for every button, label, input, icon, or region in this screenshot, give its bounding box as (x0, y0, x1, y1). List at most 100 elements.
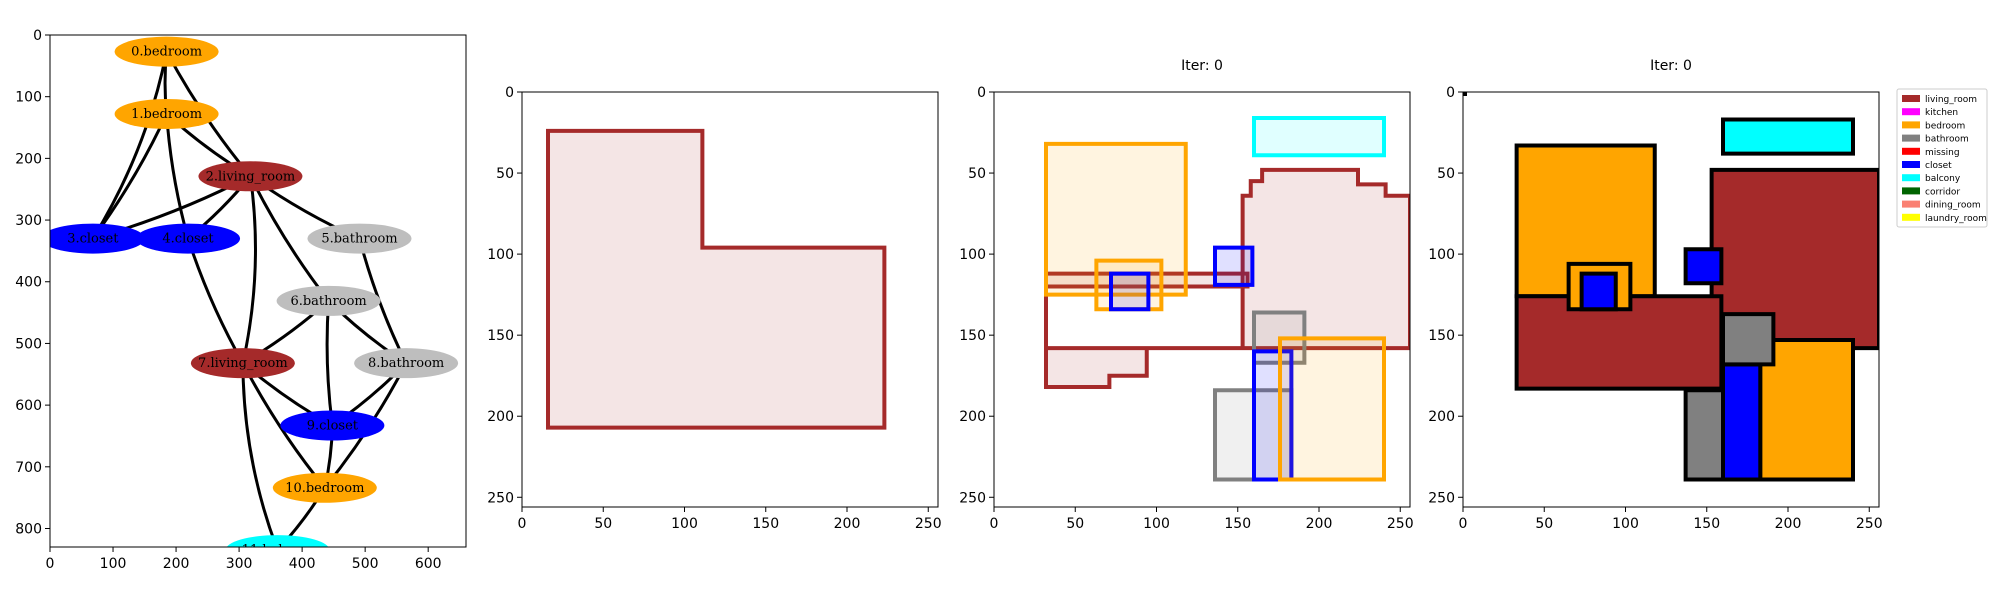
room-closet-3 (1109, 271, 1151, 312)
y-tick-label: 100 (1428, 247, 1455, 263)
x-tick-label: 100 (671, 516, 698, 532)
y-tick-label: 100 (15, 90, 42, 106)
x-tick-label: 50 (1535, 516, 1553, 532)
x-tick-label: 400 (289, 556, 316, 572)
graph-node-2 (198, 161, 303, 192)
x-tick-label: 100 (100, 556, 127, 572)
legend-swatch-dining_room (1902, 200, 1920, 208)
graph-node-label: 3.closet (67, 232, 119, 247)
room-bedroom-1 (1044, 141, 1188, 297)
y-tick-label: 700 (15, 460, 42, 476)
x-tick-label: 250 (1856, 516, 1883, 532)
x-tick-label: 0 (518, 516, 527, 532)
x-tick-label: 150 (1224, 516, 1251, 532)
room-closet-5 (1683, 247, 1724, 286)
plot-area (546, 128, 887, 430)
graph-node-4 (136, 223, 241, 254)
graph-node-label: 9.closet (307, 418, 359, 433)
graph-node-10 (272, 472, 377, 503)
legend-label: closet (1925, 161, 1952, 171)
graph-node-11 (226, 535, 329, 547)
y-tick-label: 800 (15, 521, 42, 537)
room-balcony-6 (1721, 117, 1855, 156)
graph-node-6 (276, 285, 381, 316)
graph-node-label: 11.balcony (242, 543, 314, 558)
legend-swatch-corridor (1902, 187, 1920, 195)
graph-node-7 (190, 348, 295, 379)
room-closet-4 (1213, 245, 1255, 287)
x-tick-label: 200 (163, 556, 190, 572)
graph-node-label: 4.closet (162, 232, 214, 247)
legend-label: bedroom (1925, 121, 1965, 131)
graph-node-label: 0.bedroom (131, 45, 202, 60)
y-tick-label: 0 (977, 85, 986, 101)
y-tick-label: 0 (505, 85, 514, 101)
graph-node-1 (114, 98, 219, 129)
room-graph-panel: 0.bedroom 1.bedroom 2.living_room 3.closet 4… (15, 28, 467, 572)
legend-label: bathroom (1925, 135, 1969, 145)
room-closet-4 (1579, 271, 1618, 312)
y-tick-label: 200 (959, 409, 986, 425)
graph-node-label: 10.bedroom (285, 481, 364, 496)
room-bedroom-9 (1758, 338, 1855, 482)
graph-node-label: 7.living_room (198, 356, 288, 371)
y-tick-label: 50 (496, 166, 514, 182)
graph-edge-1-4 (165, 113, 190, 239)
y-tick-label: 250 (487, 490, 514, 506)
legend-label: laundry_room (1925, 214, 1987, 224)
axes-frame (1462, 91, 1880, 508)
legend-label: dining_room (1925, 201, 1981, 211)
x-tick-label: 0 (46, 556, 55, 572)
y-tick-label: 250 (959, 490, 986, 506)
y-tick-label: 150 (959, 328, 986, 344)
x-tick-label: 50 (1066, 516, 1084, 532)
room-bathroom-7 (1683, 388, 1729, 482)
graph-node-3 (50, 223, 145, 254)
plot-area (1044, 115, 1410, 482)
room-living_room-0 (1709, 167, 1879, 351)
graph-node-9 (280, 410, 385, 441)
plot-area (1514, 117, 1879, 482)
legend-label: balcony (1925, 174, 1961, 184)
x-tick-label: 200 (1775, 516, 1802, 532)
graph-node-5 (307, 223, 412, 254)
x-tick-label: 250 (1387, 516, 1414, 532)
y-tick-label: 200 (487, 409, 514, 425)
legend-swatch-balcony (1902, 174, 1920, 182)
legend-swatch-missing (1902, 147, 1920, 155)
graph-node-label: 8.bathroom (368, 356, 444, 371)
legend-swatch-kitchen (1902, 108, 1920, 116)
legend-swatch-laundry_room (1902, 213, 1920, 221)
y-tick-label: 500 (15, 336, 42, 352)
y-tick-label: 100 (487, 247, 514, 263)
x-tick-label: 100 (1612, 516, 1639, 532)
room-balcony-5 (1252, 115, 1386, 158)
y-tick-label: 50 (1437, 166, 1455, 182)
y-tick-label: 300 (15, 213, 42, 229)
y-tick-label: 600 (15, 398, 42, 414)
room-closet-8 (1721, 362, 1763, 482)
x-tick-label: 150 (1693, 516, 1720, 532)
axes-frame (521, 91, 939, 508)
legend-label: missing (1925, 148, 1960, 158)
graph-edge-2-7 (241, 176, 257, 364)
x-tick-label: 50 (594, 516, 612, 532)
room-living_room-0 (1044, 167, 1410, 390)
panel-title: Iter: 0 (1650, 58, 1692, 74)
y-tick-label: 0 (33, 28, 42, 44)
y-tick-label: 50 (968, 166, 986, 182)
y-tick-label: 200 (15, 151, 42, 167)
plot-area: 0.bedroom 1.bedroom 2.living_room 3.closet 4… (50, 36, 459, 558)
origin-marker (1463, 92, 1467, 96)
y-tick-label: 100 (959, 247, 986, 263)
room-bathroom-10 (1721, 312, 1776, 367)
legend-label: corridor (1925, 187, 1960, 197)
panel-title: Iter: 0 (1181, 58, 1223, 74)
graph-node-label: 1.bedroom (131, 107, 202, 122)
legend-swatch-closet (1902, 161, 1920, 168)
legend-swatch-bedroom (1902, 121, 1920, 129)
